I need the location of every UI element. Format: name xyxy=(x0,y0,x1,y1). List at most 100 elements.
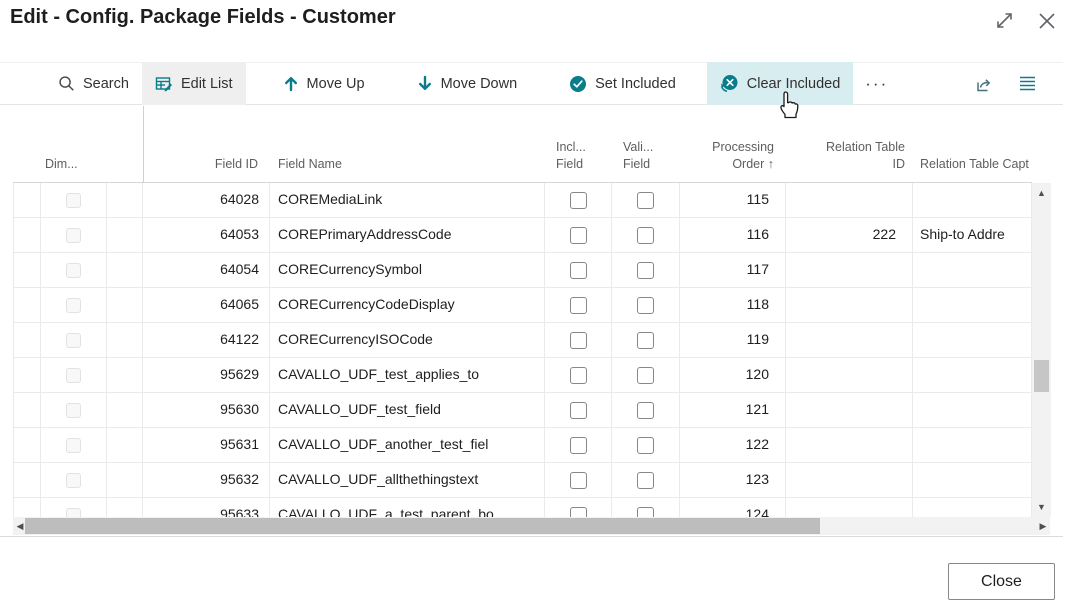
scroll-down-arrow-icon[interactable]: ▼ xyxy=(1037,502,1046,512)
include-field-checkbox[interactable] xyxy=(569,261,587,279)
row-selector-cell[interactable] xyxy=(13,393,41,427)
scroll-right-arrow-icon[interactable]: ▶ xyxy=(1039,520,1047,531)
header-relation-table-caption[interactable]: Relation Table Capt xyxy=(920,157,1029,172)
table-row[interactable]: 95629 CAVALLO_UDF_test_applies_to 120 xyxy=(13,358,1032,393)
more-options-button[interactable]: ··· xyxy=(865,73,889,93)
field-name-cell[interactable]: CORECurrencyISOCode xyxy=(270,323,545,357)
field-id-cell[interactable]: 95630 xyxy=(143,393,270,427)
dimension-checkbox[interactable] xyxy=(66,262,81,278)
field-name-cell[interactable]: COREPrimaryAddressCode xyxy=(270,218,545,252)
relation-table-id-cell[interactable]: 222 xyxy=(786,218,913,252)
relation-table-id-cell[interactable] xyxy=(786,428,913,462)
search-button[interactable]: Search xyxy=(45,62,142,105)
validate-field-checkbox[interactable] xyxy=(637,401,654,419)
field-id-cell[interactable]: 64065 xyxy=(143,288,270,322)
include-field-checkbox[interactable] xyxy=(569,436,587,454)
field-name-cell[interactable]: CAVALLO_UDF_a_test_parent_bo xyxy=(270,498,545,517)
table-row[interactable]: 64122 CORECurrencyISOCode 119 xyxy=(13,323,1032,358)
row-selector-cell[interactable] xyxy=(13,498,41,517)
row-selector-cell[interactable] xyxy=(13,323,41,357)
dimension-checkbox[interactable] xyxy=(66,367,81,383)
processing-order-cell[interactable]: 124 xyxy=(680,498,786,517)
row-selector-cell[interactable] xyxy=(13,463,41,497)
dimension-checkbox[interactable] xyxy=(66,192,81,208)
field-id-cell[interactable]: 64053 xyxy=(143,218,270,252)
processing-order-cell[interactable]: 116 xyxy=(680,218,786,252)
validate-field-checkbox[interactable] xyxy=(637,506,654,517)
list-view-icon[interactable] xyxy=(1018,75,1037,92)
field-id-cell[interactable]: 95633 xyxy=(143,498,270,517)
relation-table-id-cell[interactable] xyxy=(786,393,913,427)
include-field-checkbox[interactable] xyxy=(569,366,587,384)
processing-order-cell[interactable]: 121 xyxy=(680,393,786,427)
include-field-checkbox[interactable] xyxy=(569,506,587,517)
edit-list-button[interactable]: Edit List xyxy=(141,62,246,105)
table-row[interactable]: 95632 CAVALLO_UDF_allthethingstext 123 xyxy=(13,463,1032,498)
dimension-checkbox[interactable] xyxy=(66,472,81,488)
move-up-button[interactable]: Move Up xyxy=(270,62,378,105)
row-selector-cell[interactable] xyxy=(13,428,41,462)
relation-table-caption-cell[interactable] xyxy=(913,183,1032,217)
table-row[interactable]: 64054 CORECurrencySymbol 117 xyxy=(13,253,1032,288)
vertical-scrollbar-thumb[interactable] xyxy=(1034,360,1049,392)
field-name-cell[interactable]: CORECurrencyCodeDisplay xyxy=(270,288,545,322)
relation-table-id-cell[interactable] xyxy=(786,253,913,287)
relation-table-caption-cell[interactable] xyxy=(913,323,1032,357)
relation-table-caption-cell[interactable] xyxy=(913,393,1032,427)
field-id-cell[interactable]: 64122 xyxy=(143,323,270,357)
include-field-checkbox[interactable] xyxy=(569,226,587,244)
validate-field-checkbox[interactable] xyxy=(637,226,654,244)
include-field-checkbox[interactable] xyxy=(569,471,587,489)
relation-table-id-cell[interactable] xyxy=(786,358,913,392)
header-processing-order[interactable]: Processing Order ↑ xyxy=(712,140,774,172)
header-include-field[interactable]: Incl... Field xyxy=(556,140,586,172)
move-down-button[interactable]: Move Down xyxy=(404,62,531,105)
validate-field-checkbox[interactable] xyxy=(637,296,654,314)
horizontal-scrollbar-thumb[interactable] xyxy=(25,518,820,534)
field-name-cell[interactable]: CAVALLO_UDF_another_test_fiel xyxy=(270,428,545,462)
relation-table-id-cell[interactable] xyxy=(786,498,913,517)
row-selector-cell[interactable] xyxy=(13,288,41,322)
table-row[interactable]: 64053 COREPrimaryAddressCode 116 222 Shi… xyxy=(13,218,1032,253)
close-dialog-icon[interactable] xyxy=(1037,11,1057,31)
dimension-checkbox[interactable] xyxy=(66,507,81,517)
relation-table-caption-cell[interactable] xyxy=(913,498,1032,517)
table-row[interactable]: 95630 CAVALLO_UDF_test_field 121 xyxy=(13,393,1032,428)
processing-order-cell[interactable]: 119 xyxy=(680,323,786,357)
validate-field-checkbox[interactable] xyxy=(637,366,654,384)
validate-field-checkbox[interactable] xyxy=(637,191,654,209)
processing-order-cell[interactable]: 115 xyxy=(680,183,786,217)
close-button[interactable]: Close xyxy=(948,563,1055,600)
field-name-cell[interactable]: CAVALLO_UDF_allthethingstext xyxy=(270,463,545,497)
processing-order-cell[interactable]: 123 xyxy=(680,463,786,497)
relation-table-id-cell[interactable] xyxy=(786,463,913,497)
field-id-cell[interactable]: 64028 xyxy=(143,183,270,217)
field-id-cell[interactable]: 95631 xyxy=(143,428,270,462)
field-name-cell[interactable]: CAVALLO_UDF_test_applies_to xyxy=(270,358,545,392)
table-row[interactable]: 64065 CORECurrencyCodeDisplay 118 xyxy=(13,288,1032,323)
relation-table-caption-cell[interactable]: Ship-to Addre xyxy=(913,218,1032,252)
table-row[interactable]: 95633 CAVALLO_UDF_a_test_parent_bo 124 xyxy=(13,498,1032,517)
relation-table-caption-cell[interactable] xyxy=(913,288,1032,322)
dimension-checkbox[interactable] xyxy=(66,227,81,243)
validate-field-checkbox[interactable] xyxy=(637,436,654,454)
row-selector-cell[interactable] xyxy=(13,358,41,392)
dimension-checkbox[interactable] xyxy=(66,402,81,418)
row-selector-cell[interactable] xyxy=(13,253,41,287)
header-field-id[interactable]: Field ID xyxy=(214,157,258,172)
set-included-button[interactable]: Set Included xyxy=(556,62,689,105)
share-icon[interactable] xyxy=(974,74,994,93)
field-name-cell[interactable]: CAVALLO_UDF_test_field xyxy=(270,393,545,427)
table-row[interactable]: 64028 COREMediaLink 115 xyxy=(13,183,1032,218)
clear-included-button[interactable]: Clear Included xyxy=(706,62,854,105)
header-field-name[interactable]: Field Name xyxy=(278,157,342,172)
relation-table-caption-cell[interactable] xyxy=(913,358,1032,392)
table-row[interactable]: 95631 CAVALLO_UDF_another_test_fiel 122 xyxy=(13,428,1032,463)
validate-field-checkbox[interactable] xyxy=(637,471,654,489)
field-id-cell[interactable]: 95629 xyxy=(143,358,270,392)
field-name-cell[interactable]: CORECurrencySymbol xyxy=(270,253,545,287)
relation-table-id-cell[interactable] xyxy=(786,183,913,217)
relation-table-id-cell[interactable] xyxy=(786,323,913,357)
validate-field-checkbox[interactable] xyxy=(637,261,654,279)
include-field-checkbox[interactable] xyxy=(569,296,587,314)
